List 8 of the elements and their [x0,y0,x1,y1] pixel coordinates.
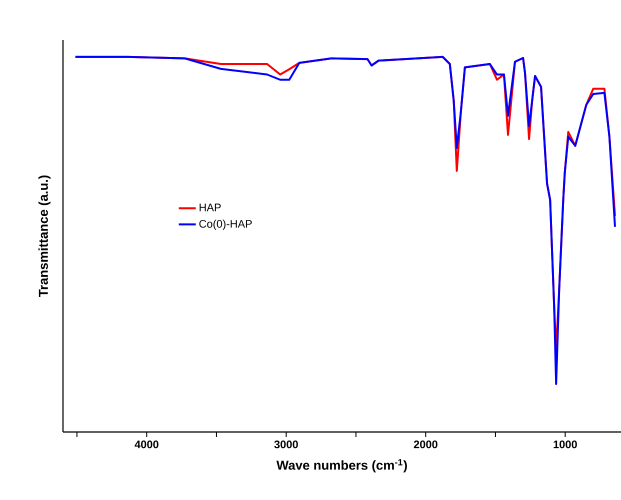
legend-label: Co(0)-HAP [199,220,252,230]
x-tick-label: 3000 [274,440,298,448]
legend-label: HAP [200,204,221,212]
y-axis-title: Transmittance (a.u.) [38,175,51,298]
x-axis-title: Wave numbers (cm$^{-1}$) [276,459,407,472]
x-tick-label: 4000 [134,440,158,448]
x-tick-label: 2000 [414,440,438,448]
x-tick-label: 1000 [554,440,577,448]
